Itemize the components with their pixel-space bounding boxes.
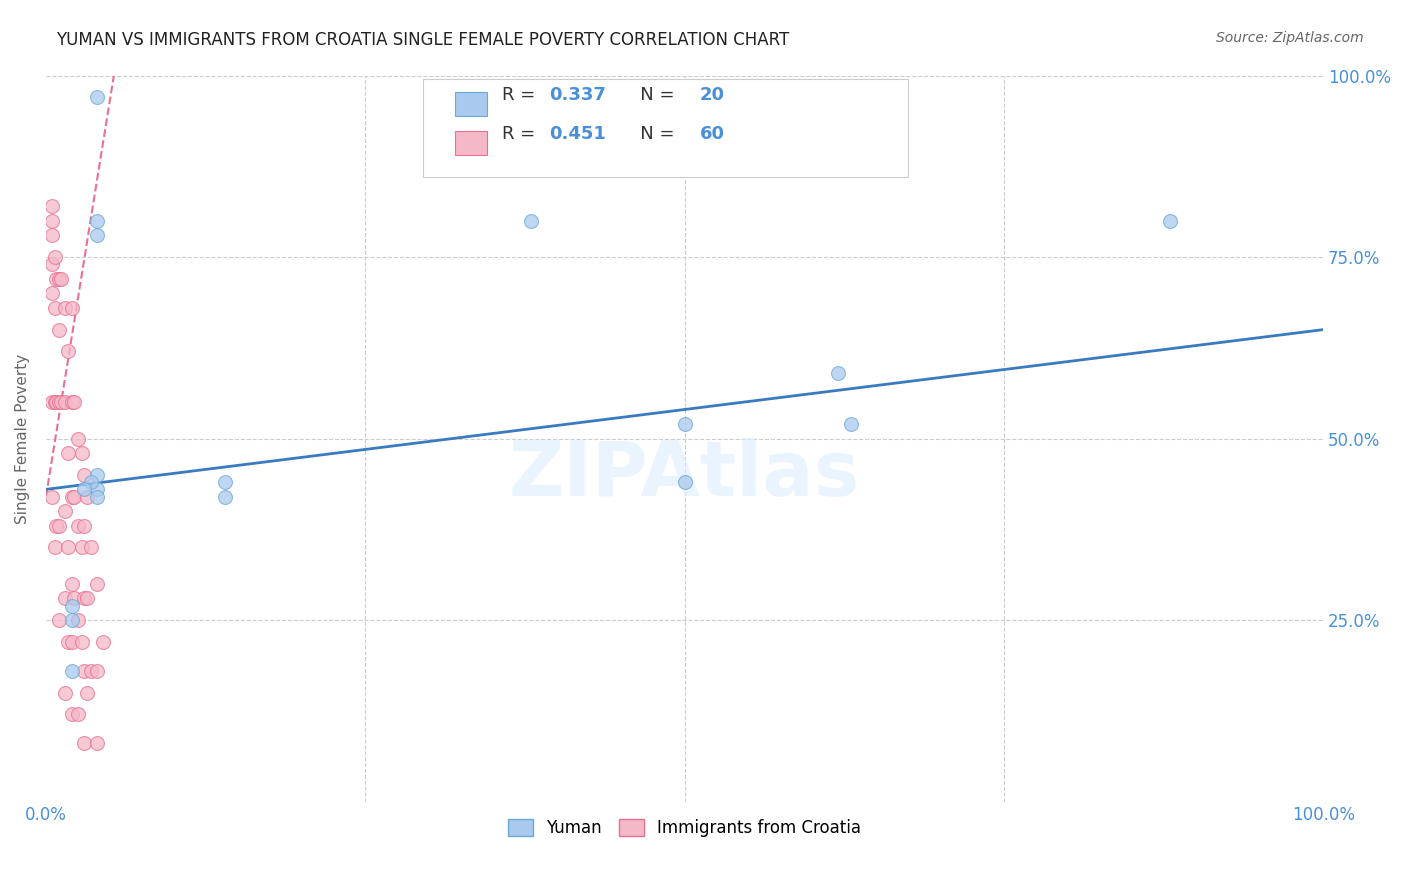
Point: [41, 257, 63, 271]
Point: [60, 395, 83, 409]
Point: [48, 272, 70, 286]
Point: [1159, 213, 1181, 227]
Point: [48, 323, 70, 337]
Point: [86, 576, 108, 591]
Point: [66, 707, 89, 722]
Point: [66, 518, 89, 533]
Point: [60, 599, 83, 613]
Legend: Yuman, Immigrants from Croatia: Yuman, Immigrants from Croatia: [502, 813, 868, 844]
Text: YUMAN VS IMMIGRANTS FROM CROATIA SINGLE FEMALE POVERTY CORRELATION CHART: YUMAN VS IMMIGRANTS FROM CROATIA SINGLE …: [56, 31, 790, 49]
Text: R =: R =: [502, 86, 541, 104]
Point: [86, 490, 108, 504]
Point: [56, 446, 79, 460]
Point: [76, 686, 98, 700]
Point: [673, 475, 696, 489]
Point: [73, 483, 96, 497]
Point: [66, 432, 89, 446]
FancyBboxPatch shape: [423, 79, 908, 178]
Point: [44, 301, 66, 315]
Point: [63, 591, 86, 606]
Point: [86, 90, 108, 104]
Point: [48, 518, 70, 533]
Point: [44, 541, 66, 555]
Point: [48, 613, 70, 627]
Point: [73, 737, 96, 751]
FancyBboxPatch shape: [454, 92, 486, 116]
Text: 0.451: 0.451: [550, 125, 606, 144]
Point: [56, 344, 79, 359]
Point: [53, 301, 76, 315]
Point: [56, 541, 79, 555]
Point: [76, 490, 98, 504]
Point: [45, 518, 67, 533]
Point: [70, 446, 93, 460]
Point: [86, 483, 108, 497]
Text: N =: N =: [623, 86, 681, 104]
Point: [63, 490, 86, 504]
Point: [41, 490, 63, 504]
Point: [60, 613, 83, 627]
Point: [66, 613, 89, 627]
Point: [60, 664, 83, 678]
Point: [70, 541, 93, 555]
Point: [214, 475, 236, 489]
Point: [79, 475, 101, 489]
Point: [41, 199, 63, 213]
Point: [86, 467, 108, 482]
Text: 60: 60: [700, 125, 725, 144]
Point: [827, 366, 849, 380]
Point: [214, 490, 236, 504]
Point: [60, 576, 83, 591]
Point: [73, 518, 96, 533]
Point: [73, 591, 96, 606]
Point: [60, 490, 83, 504]
Y-axis label: Single Female Poverty: Single Female Poverty: [15, 353, 30, 524]
Point: [51, 272, 73, 286]
Point: [79, 541, 101, 555]
Text: N =: N =: [623, 125, 681, 144]
Point: [41, 228, 63, 243]
FancyBboxPatch shape: [454, 131, 486, 155]
Text: 0.337: 0.337: [550, 86, 606, 104]
Point: [41, 213, 63, 227]
Point: [53, 504, 76, 518]
Point: [70, 635, 93, 649]
Text: Source: ZipAtlas.com: Source: ZipAtlas.com: [1216, 31, 1364, 45]
Point: [673, 417, 696, 431]
Point: [45, 272, 67, 286]
Point: [53, 591, 76, 606]
Point: [73, 467, 96, 482]
Point: [86, 213, 108, 227]
Point: [79, 664, 101, 678]
Point: [73, 664, 96, 678]
Point: [839, 417, 862, 431]
Point: [48, 395, 70, 409]
Point: [86, 228, 108, 243]
Point: [44, 250, 66, 264]
Point: [56, 635, 79, 649]
Point: [60, 301, 83, 315]
Point: [86, 664, 108, 678]
Text: ZIPAtlas: ZIPAtlas: [509, 438, 860, 512]
Point: [41, 286, 63, 301]
Point: [45, 395, 67, 409]
Point: [51, 395, 73, 409]
Point: [41, 395, 63, 409]
Text: 20: 20: [700, 86, 725, 104]
Text: R =: R =: [502, 125, 541, 144]
Point: [93, 635, 115, 649]
Point: [60, 707, 83, 722]
Point: [63, 395, 86, 409]
Point: [53, 686, 76, 700]
Point: [76, 591, 98, 606]
Point: [53, 395, 76, 409]
Point: [60, 635, 83, 649]
Point: [520, 213, 543, 227]
Point: [44, 395, 66, 409]
Point: [86, 737, 108, 751]
